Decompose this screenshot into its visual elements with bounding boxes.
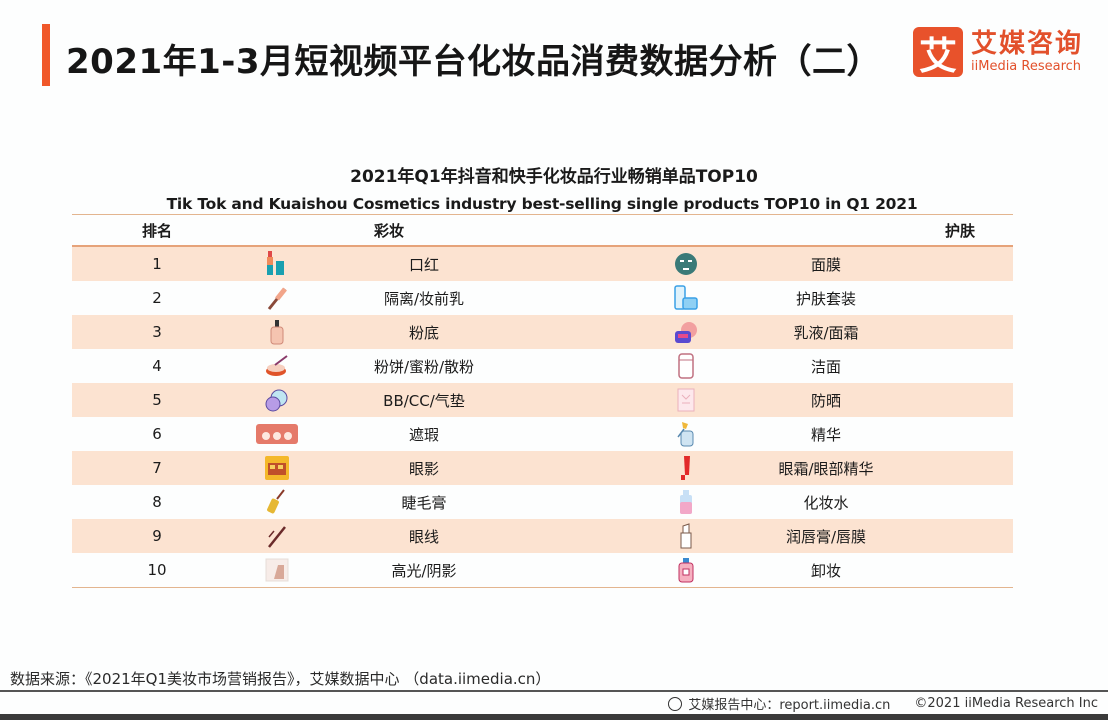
table-row: 6 遮瑕 精华 [72,417,1013,451]
table-row: 9 眼线 润唇膏/唇膜 [72,519,1013,553]
face-mask-icon [646,251,726,277]
rank-cell: 7 [152,459,162,477]
toner-bottle-icon [646,489,726,515]
footer-credits: 艾媒报告中心：report.iimedia.cn ©2021 iiMedia R… [668,694,1098,713]
logo-cn-text: 艾媒咨询 [971,29,1084,59]
page-title: 2021年1-3月短视频平台化妆品消费数据分析（二） [66,42,882,82]
skincare-cell: 乳液/面霜 [793,323,859,342]
powder-compact-icon [242,353,312,379]
makeup-cell: 眼影 [408,459,439,478]
skincare-cell: 防晒 [810,391,841,410]
lip-balm-icon [646,523,726,549]
eyeliner-icon [242,523,312,549]
concealer-palette-icon [242,421,312,447]
rank-cell: 2 [152,289,162,307]
rank-cell: 5 [152,391,162,409]
rank-cell: 4 [152,357,162,375]
eyeshadow-palette-icon [242,455,312,481]
cushion-compact-icon [242,387,312,413]
table-bottom-border [72,587,1013,588]
makeup-cell: 眼线 [408,527,439,546]
makeup-cell: 高光/阴影 [391,561,457,580]
skincare-set-icon [646,285,726,311]
makeup-cell: 口红 [408,255,439,274]
makeup-cell: 睫毛膏 [401,493,447,512]
report-center-text: 艾媒报告中心：report.iimedia.cn [688,698,891,713]
bottom-bar [0,714,1108,720]
sunscreen-icon [646,387,726,413]
header-skincare: 护肤 [944,221,975,240]
skincare-cell: 精华 [810,425,841,444]
makeup-cell: 隔离/妆前乳 [383,289,465,308]
rank-cell: 9 [152,527,162,545]
rank-cell: 10 [147,561,167,579]
skincare-cell: 卸妆 [810,561,841,580]
footer-divider [0,690,1108,692]
table-row: 7 眼影 眼霜/眼部精华 [72,451,1013,485]
highlighter-icon [242,557,312,583]
makeup-cell: 粉底 [408,323,439,342]
lipstick-icon [242,251,312,277]
header-rank: 排名 [141,221,172,240]
data-source-note: 数据来源：《2021年Q1美妆市场营销报告》，艾媒数据中心 （data.iime… [10,670,551,688]
header-makeup: 彩妆 [373,221,404,240]
foundation-bottle-icon [242,319,312,345]
logo-mark-icon: 艾 [913,27,963,78]
rank-cell: 8 [152,493,162,511]
skincare-cell: 面膜 [810,255,841,274]
rank-cell: 3 [152,323,162,341]
table-row: 1 口红 面膜 [72,247,1013,281]
skincare-cell: 化妆水 [803,493,849,512]
cream-jar-icon [646,319,726,345]
makeup-remover-icon [646,557,726,583]
rank-cell: 6 [152,425,162,443]
skincare-cell: 护肤套装 [795,289,856,308]
serum-dropper-icon [646,421,726,447]
logo-en-text: iiMedia Research [971,59,1082,74]
eye-cream-tube-icon [646,455,726,481]
top10-table: 排名 彩妆 护肤 1 口红 面膜 2 隔离/妆前乳 护肤套装 3 粉底 乳液/面霜 4 粉饼/蜜粉/… [72,214,1013,588]
skincare-cell: 眼霜/眼部精华 [778,459,874,478]
table-row: 3 粉底 乳液/面霜 [72,315,1013,349]
cleanser-tube-icon [646,353,726,379]
table-title-en: Tik Tok and Kuaishou Cosmetics industry … [166,195,918,213]
makeup-cell: BB/CC/气垫 [383,391,465,410]
copyright-text: ©2021 iiMedia Research Inc [914,696,1098,711]
table-header: 排名 彩妆 护肤 [72,215,1013,247]
report-center-icon [668,696,683,711]
table-row: 8 睫毛膏 化妆水 [72,485,1013,519]
skincare-cell: 润唇膏/唇膜 [785,527,867,546]
table-row: 4 粉饼/蜜粉/散粉 洁面 [72,349,1013,383]
title-accent-bar [42,24,50,86]
primer-tube-icon [242,285,312,311]
makeup-cell: 粉饼/蜜粉/散粉 [373,357,475,376]
mascara-icon [242,489,312,515]
iimedia-logo: 艾 艾媒咨询 iiMedia Research [913,27,1084,78]
table-title-cn: 2021年Q1年抖音和快手化妆品行业畅销单品TOP10 [350,167,758,187]
table-row: 2 隔离/妆前乳 护肤套装 [72,281,1013,315]
table-row: 10 高光/阴影 卸妆 [72,553,1013,587]
makeup-cell: 遮瑕 [408,425,439,444]
rank-cell: 1 [152,255,162,273]
skincare-cell: 洁面 [810,357,841,376]
table-row: 5 BB/CC/气垫 防晒 [72,383,1013,417]
